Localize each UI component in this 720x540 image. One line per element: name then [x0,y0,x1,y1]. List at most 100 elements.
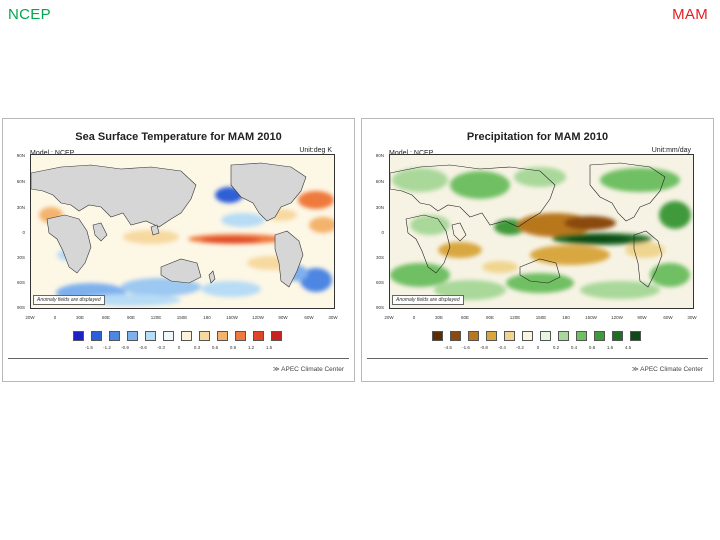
lon-label: 150W [585,315,597,320]
lon-label: 60W [663,315,673,320]
legend-swatch [235,331,246,341]
lon-label: 120W [611,315,623,320]
legend-tick: 0.8 [588,345,596,350]
legend-tick: 0.2 [552,345,560,350]
lat-label: 90N [16,153,25,158]
lon-label: 150E [176,315,188,320]
legend-tick: 0.6 [211,345,219,350]
sst-map-panel: Sea Surface Temperature for MAM 2010 Mod… [2,118,355,382]
legend-tick: -4.5 [444,345,452,350]
legend-tick: 0.3 [193,345,201,350]
legend-tick: -0.9 [121,345,129,350]
legend-tick: 1.5 [265,345,273,350]
legend-swatch [540,331,551,341]
lon-label: 180 [562,315,570,320]
legend-tick: -1.2 [103,345,111,350]
legend-tick: -0.6 [139,345,147,350]
footer-divider [8,358,349,359]
legend-swatch [73,331,84,341]
legend-swatch [630,331,641,341]
lat-label: 30N [16,205,25,210]
lon-label: 30E [75,315,84,320]
lon-label: 60W [304,315,314,320]
lat-label: 30S [375,255,384,260]
lon-label: 20W [384,315,394,320]
lat-label: 30N [375,205,384,210]
legend-swatch [576,331,587,341]
footer-divider [367,358,708,359]
lat-label: 60N [16,179,25,184]
lat-label: 60S [375,280,384,285]
lon-label: 120E [509,315,521,320]
legend-swatch [181,331,192,341]
lon-label: 30E [434,315,443,320]
model-label: Model : NCEP [30,150,75,157]
model-label: Model : NCEP [389,150,434,157]
legend-swatch [91,331,102,341]
lat-label: 90S [375,305,384,310]
legend-tick: -0.8 [480,345,488,350]
legend-swatch [468,331,479,341]
lat-label: 0 [22,230,25,235]
sst-anomaly-map [30,154,335,309]
legend-swatch [127,331,138,341]
header-label-ncep: NCEP [8,6,51,23]
legend-tick: -0.4 [498,345,506,350]
legend-tick: 1.2 [247,345,255,350]
legend-tick: -1.5 [85,345,93,350]
lon-label: 30W [687,315,697,320]
legend-swatch [432,331,443,341]
lon-label: 90E [485,315,494,320]
lon-label: 90W [278,315,288,320]
apec-credit: ≫ APEC Climate Center [631,366,703,373]
legend-tick: -0.3 [157,345,165,350]
lon-label: 0 [53,315,57,320]
lon-label: 60E [460,315,469,320]
anomaly-note: Anomaly fields are displayed [392,295,464,305]
legend-tick: 1.6 [606,345,614,350]
panel-title: Precipitation for MAM 2010 [466,131,609,143]
legend-swatch [253,331,264,341]
lon-label: 150W [226,315,238,320]
legend-swatch [271,331,282,341]
legend-swatch [594,331,605,341]
lat-label: 30S [16,255,25,260]
lon-label: 20W [25,315,35,320]
legend-tick: -1.6 [462,345,470,350]
legend-swatch [522,331,533,341]
precipitation-anomaly-map [389,154,694,309]
lon-label: 180 [203,315,211,320]
lon-label: 90E [126,315,135,320]
legend-swatch [612,331,623,341]
legend-swatch [217,331,228,341]
legend-tick: 4.5 [624,345,632,350]
legend-swatch [450,331,461,341]
lon-label: 60E [101,315,110,320]
lon-label: 30W [328,315,338,320]
lat-label: 60N [375,179,384,184]
lat-label: 0 [381,230,384,235]
lon-label: 120E [150,315,162,320]
lat-label: 90N [375,153,384,158]
unit-label: Unit:deg K [299,147,332,154]
legend-tick: -0.2 [516,345,524,350]
lat-label: 90S [16,305,25,310]
lon-label: 0 [412,315,416,320]
lon-label: 90W [637,315,647,320]
anomaly-note: Anomaly fields are displayed [33,295,105,305]
legend-swatch [504,331,515,341]
header-label-mam: MAM [672,6,708,23]
precipitation-map-panel: Precipitation for MAM 2010 Model : NCEP … [361,118,714,382]
legend-swatch [163,331,174,341]
lon-label: 150E [535,315,547,320]
legend-swatch [558,331,569,341]
legend-tick: 0.9 [229,345,237,350]
legend-swatch [145,331,156,341]
apec-credit: ≫ APEC Climate Center [272,366,344,373]
legend-swatch [109,331,120,341]
legend-swatch [486,331,497,341]
legend-swatch [199,331,210,341]
legend-tick: 0.4 [570,345,578,350]
lat-label: 60S [16,280,25,285]
unit-label: Unit:mm/day [651,147,691,154]
